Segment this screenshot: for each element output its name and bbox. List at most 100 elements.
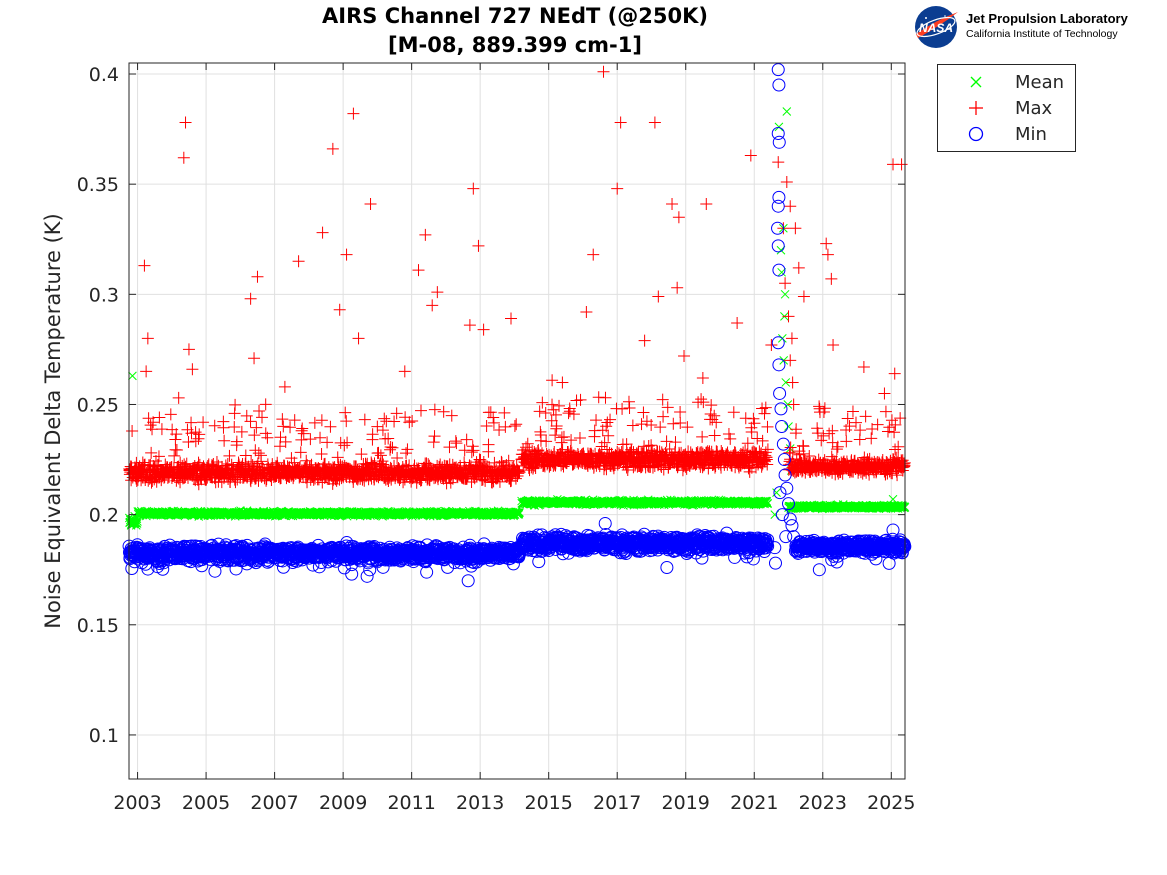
data-point: [652, 290, 665, 303]
data-point: [674, 406, 687, 419]
data-point: [666, 197, 679, 210]
data-point: [708, 429, 721, 442]
data-point: [705, 399, 718, 412]
data-point: [295, 424, 308, 437]
data-point: [493, 424, 506, 437]
data-point: [126, 425, 139, 438]
data-point: [557, 430, 570, 443]
data-point: [182, 343, 195, 356]
data-point: [374, 449, 387, 462]
data-point: [230, 435, 243, 448]
data-point: [259, 398, 272, 411]
data-point: [315, 414, 328, 427]
data-point: [460, 433, 473, 446]
data-point: [239, 449, 252, 462]
data-point: [696, 430, 709, 443]
data-point: [449, 435, 462, 448]
data-point: [487, 416, 500, 429]
data-point: [779, 277, 792, 290]
data-point: [251, 270, 264, 283]
data-point: [780, 175, 793, 188]
data-point: [419, 228, 432, 241]
data-point: [248, 352, 261, 365]
series-max: [123, 65, 911, 491]
data-point: [827, 338, 840, 351]
data-point: [321, 436, 334, 449]
data-point: [252, 447, 265, 460]
data-point: [731, 316, 744, 329]
data-point: [141, 332, 154, 345]
data-point: [756, 434, 769, 447]
data-point: [727, 406, 740, 419]
data-point: [724, 432, 737, 445]
data-point: [340, 248, 353, 261]
data-point: [895, 158, 908, 171]
data-point: [622, 395, 635, 408]
data-point: [892, 440, 905, 453]
data-point: [472, 239, 485, 252]
data-point: [546, 398, 559, 411]
data-point: [635, 418, 648, 431]
data-point: [785, 332, 798, 345]
data-point: [277, 420, 290, 433]
data-point: [498, 406, 511, 419]
grid-lines: [129, 63, 905, 779]
data-point: [179, 116, 192, 129]
data-point: [789, 222, 802, 235]
data-point: [534, 425, 547, 438]
data-point: [534, 434, 547, 447]
data-point: [744, 149, 757, 162]
data-point: [825, 272, 838, 285]
data-point: [820, 237, 833, 250]
data-point: [499, 420, 512, 433]
data-point: [308, 416, 321, 429]
data-point: [253, 405, 266, 418]
data-point: [626, 419, 639, 432]
data-point: [428, 403, 441, 416]
data-point: [398, 365, 411, 378]
data-point: [235, 425, 248, 438]
data-point: [660, 435, 673, 448]
data-point: [197, 416, 210, 429]
data-point: [412, 264, 425, 277]
data-point: [333, 303, 346, 316]
data-point: [250, 421, 263, 434]
data-point: [324, 420, 337, 433]
data-point: [565, 434, 578, 447]
data-point: [256, 411, 269, 424]
data-point: [696, 372, 709, 385]
data-point: [278, 380, 291, 393]
data-point: [364, 197, 377, 210]
data-point: [431, 286, 444, 299]
data-point: [669, 436, 682, 449]
data-point: [182, 435, 195, 448]
data-point: [297, 427, 310, 440]
data-point: [482, 438, 495, 451]
data-point: [700, 197, 713, 210]
data-point: [859, 410, 872, 423]
data-point: [792, 261, 805, 274]
data-point: [678, 350, 691, 363]
data-point: [414, 404, 427, 417]
data-point: [249, 444, 262, 457]
data-point: [138, 259, 151, 272]
data-point: [347, 107, 360, 120]
data-point: [811, 422, 824, 435]
series-mean: [124, 107, 910, 530]
data-point: [549, 429, 562, 442]
data-point: [384, 440, 397, 453]
data-point: [857, 361, 870, 374]
data-point: [170, 443, 183, 456]
data-point: [787, 398, 800, 411]
data-point: [888, 494, 898, 504]
data-point: [316, 226, 329, 239]
data-point: [592, 391, 605, 404]
data-point: [772, 156, 785, 169]
data-point: [894, 412, 907, 425]
data-point: [484, 406, 497, 419]
data-point: [155, 423, 168, 436]
data-point: [590, 414, 603, 427]
data-point: [826, 424, 839, 437]
data-point: [784, 354, 797, 367]
